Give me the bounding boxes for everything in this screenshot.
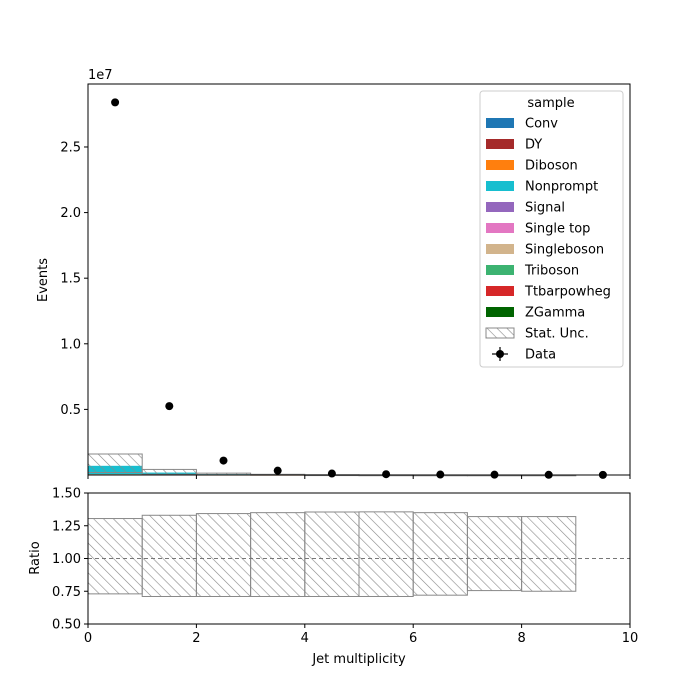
legend-entries: Conv DY Diboson Nonprompt Signal Single top Si… bbox=[485, 117, 611, 363]
legend-swatch-singleboson bbox=[486, 244, 514, 254]
data-point-2 bbox=[219, 456, 228, 465]
ratio-y-tick-label-0: 0.50 bbox=[52, 618, 81, 633]
legend-swatch-single-top bbox=[486, 223, 514, 233]
ratio-x-ticks: 0 2 4 6 8 10 bbox=[84, 624, 638, 646]
ratio-x-tick-label-0: 0 bbox=[84, 631, 92, 646]
legend: sample Conv DY Diboson Nonprompt Signal Singl… bbox=[479, 90, 624, 368]
ratio-y-tick-label-2: 1.00 bbox=[52, 552, 81, 567]
main-y-ticks: 0.5 1.0 1.5 2.0 2.5 bbox=[60, 140, 88, 418]
ratio-x-tick-label-1: 2 bbox=[192, 631, 200, 646]
ratio-y-tick-label-3: 1.25 bbox=[52, 519, 81, 534]
ratio-y-axis-label: Ratio bbox=[28, 541, 43, 574]
main-y-tick-label-0: 0.5 bbox=[60, 403, 81, 418]
main-axes-frame bbox=[87, 83, 631, 476]
legend-swatch-diboson bbox=[486, 160, 514, 170]
ratio-marks bbox=[87, 511, 630, 597]
legend-label-triboson: Triboson bbox=[524, 264, 579, 279]
ratio-x-tick-label-2: 4 bbox=[301, 631, 309, 646]
main-x-ticks bbox=[87, 475, 631, 479]
legend-title: sample bbox=[527, 96, 574, 111]
data-point-3 bbox=[273, 466, 282, 475]
ratio-x-axis-label: Jet multiplicity bbox=[311, 652, 406, 667]
ratio-x-tick-label-3: 6 bbox=[409, 631, 417, 646]
stat-unc-band-bin-0 bbox=[87, 453, 143, 474]
legend-label-conv: Conv bbox=[525, 117, 558, 132]
legend-label-ttbarpowheg: Ttbarpowheg bbox=[524, 285, 611, 300]
legend-label-dy: DY bbox=[525, 138, 542, 153]
legend-swatch-zgamma bbox=[486, 307, 514, 317]
main-y-tick-label-1: 1.0 bbox=[60, 337, 81, 352]
y-offset-text: 1e7 bbox=[88, 68, 113, 83]
ratio-x-tick-label-4: 8 bbox=[517, 631, 525, 646]
legend-swatch-triboson bbox=[486, 265, 514, 275]
ratio-unc-band-bin-4 bbox=[304, 511, 360, 597]
ratio-unc-band-bin-5 bbox=[358, 511, 414, 597]
legend-frame bbox=[479, 90, 624, 368]
main-y-tick-label-4: 2.5 bbox=[60, 140, 81, 155]
ratio-unc-band-bin-6 bbox=[412, 512, 468, 596]
main-y-axis-label: Events bbox=[36, 258, 51, 302]
legend-label-signal: Signal bbox=[525, 201, 565, 216]
legend-swatch-nonprompt bbox=[486, 181, 514, 191]
legend-label-singleboson: Singleboson bbox=[525, 243, 604, 258]
ratio-x-tick-label-5: 10 bbox=[622, 631, 639, 646]
legend-label-zgamma: ZGamma bbox=[525, 306, 585, 321]
ratio-unc-band-bin-3 bbox=[250, 512, 306, 597]
legend-label-stat-unc: Stat. Unc. bbox=[525, 327, 589, 342]
stat-unc-band-bin-1 bbox=[141, 468, 197, 475]
legend-label-diboson: Diboson bbox=[525, 159, 578, 174]
ratio-unc-band-bin-2 bbox=[195, 513, 252, 597]
main-y-tick-label-3: 2.0 bbox=[60, 206, 81, 221]
data-point-5 bbox=[382, 470, 391, 479]
data-point-0 bbox=[111, 98, 120, 107]
main-y-tick-label-2: 1.5 bbox=[60, 272, 81, 287]
ratio-y-ticks: 0.50 0.75 1.00 1.25 1.50 bbox=[52, 487, 88, 633]
ratio-unc-band-bin-7 bbox=[466, 516, 523, 592]
legend-label-single-top: Single top bbox=[525, 222, 590, 237]
legend-swatch-signal bbox=[486, 202, 514, 212]
legend-label-data: Data bbox=[525, 348, 556, 363]
legend-swatch-stat-unc bbox=[485, 327, 515, 339]
data-point-1 bbox=[165, 402, 174, 411]
data-point-4 bbox=[327, 469, 336, 478]
legend-marker-data bbox=[496, 350, 504, 358]
legend-swatch-ttbarpowheg bbox=[486, 286, 514, 296]
legend-label-nonprompt: Nonprompt bbox=[525, 180, 598, 195]
ratio-panel: 0.50 0.75 1.00 1.25 1.50 0 2 4 6 8 10 Ratio Jet m… bbox=[28, 487, 638, 668]
main-panel: 0.5 1.0 1.5 2.0 2.5 1e7 Events sample Conv DY… bbox=[36, 68, 631, 479]
legend-swatch-dy bbox=[486, 139, 514, 149]
ratio-unc-band-bin-0 bbox=[87, 518, 143, 595]
legend-swatch-conv bbox=[486, 118, 514, 128]
ratio-y-tick-label-4: 1.50 bbox=[52, 487, 81, 502]
ratio-y-tick-label-1: 0.75 bbox=[52, 585, 81, 600]
ratio-unc-band-bin-1 bbox=[141, 514, 197, 597]
ratio-unc-band-bin-8 bbox=[521, 516, 577, 592]
